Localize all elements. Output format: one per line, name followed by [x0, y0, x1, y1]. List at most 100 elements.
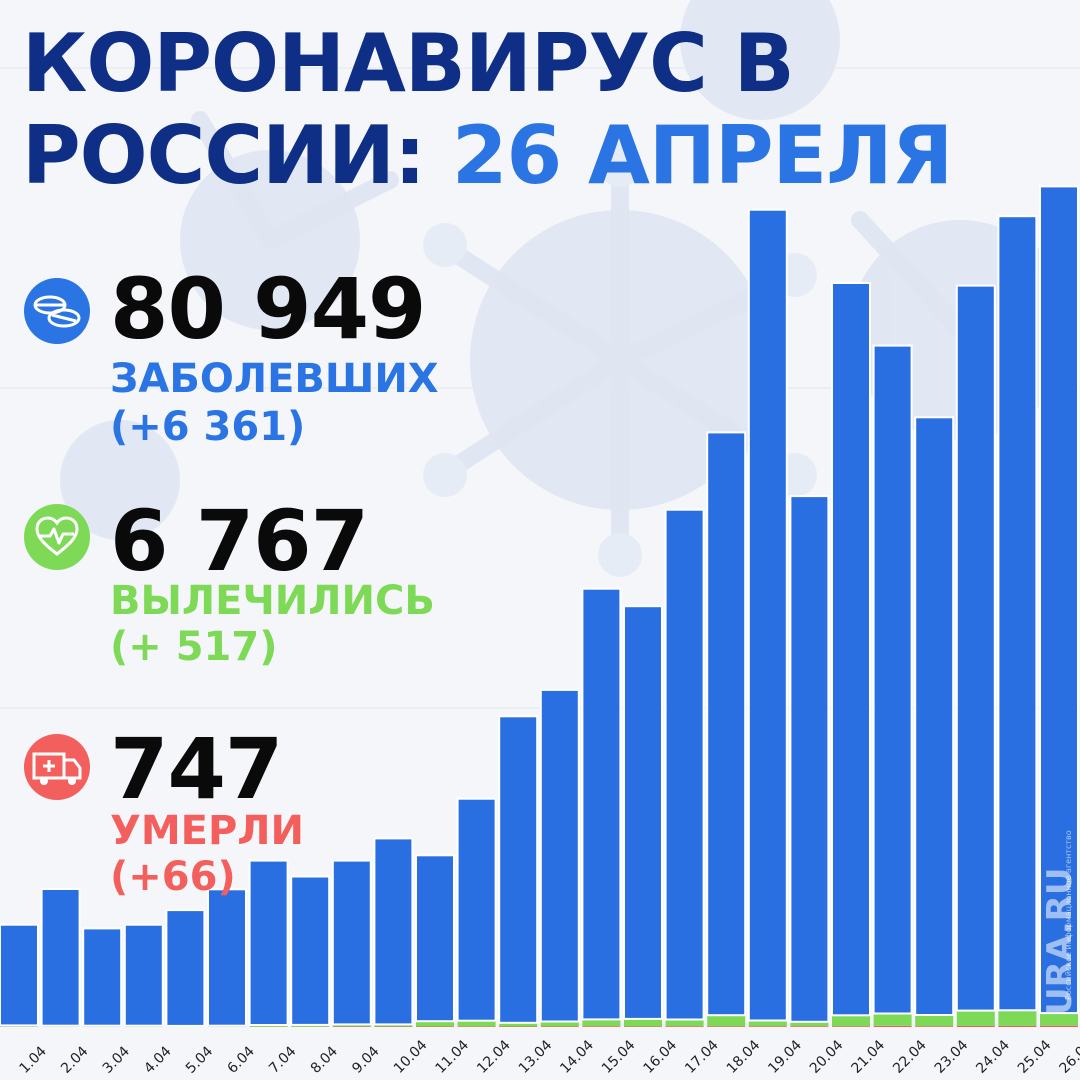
x-tick-label: 3.04	[100, 1043, 133, 1076]
x-tick-label: 24.04	[973, 1037, 1013, 1077]
x-tick-label: 18.04	[724, 1037, 764, 1077]
bar-segment	[789, 495, 830, 1023]
brand-watermark: URA.RU	[1040, 867, 1080, 1015]
bar-segment	[790, 1026, 829, 1027]
bar-segment	[707, 1015, 746, 1027]
ambulance-icon	[24, 734, 90, 800]
bar-segment	[416, 1026, 454, 1027]
title-date: 26 АПРЕЛЯ	[451, 109, 953, 202]
bar-segment	[82, 927, 123, 1027]
bar-segment	[831, 282, 871, 1017]
bar-segment	[624, 1026, 662, 1027]
bar-segment	[664, 508, 705, 1021]
bar-segment	[955, 284, 996, 1012]
bar-segment	[915, 1026, 954, 1027]
bar-segment	[498, 715, 539, 1024]
brand-watermark-subtitle: Российское информационное агентство	[1064, 830, 1073, 1000]
x-tick-label: 11.04	[433, 1037, 473, 1077]
bar-segment	[665, 1026, 704, 1027]
x-tick-label: 21.04	[849, 1037, 889, 1077]
x-tick-label: 14.04	[557, 1037, 597, 1077]
bar-segment	[207, 888, 247, 1027]
x-tick-label: 4.04	[141, 1043, 174, 1076]
x-tick-label: 9.04	[349, 1043, 382, 1076]
bar-segment	[0, 923, 39, 1027]
bar-segment	[539, 688, 580, 1023]
pills-icon	[24, 278, 90, 344]
bar-segment	[665, 1019, 704, 1027]
title-line-2-prefix: РОССИИ:	[22, 109, 452, 202]
bar-segment	[998, 1026, 1037, 1027]
bar-segment	[997, 215, 1038, 1012]
bar-segment	[747, 208, 788, 1022]
bar-segment	[582, 1019, 621, 1027]
bar-segment	[499, 1022, 538, 1027]
recovered-label: ВЫЛЕЧИЛИСЬ	[110, 578, 435, 624]
x-tick-label: 12.04	[474, 1037, 514, 1077]
bar-segment	[832, 1026, 870, 1027]
x-tick-label: 5.04	[183, 1043, 216, 1076]
x-tick-label: 20.04	[807, 1037, 847, 1077]
bar-segment	[165, 909, 206, 1027]
bar-segment	[832, 1015, 870, 1027]
deaths-number: 747	[110, 720, 283, 818]
bar-segment	[248, 859, 289, 1026]
bar-segment	[331, 859, 372, 1026]
bar-segment	[540, 1026, 579, 1027]
bar-segment	[540, 1021, 579, 1027]
bar-segment	[707, 1026, 746, 1027]
bar-segment	[499, 1026, 538, 1027]
deaths-delta: (+66)	[110, 854, 236, 900]
bar-segment	[706, 431, 747, 1017]
bar-segment	[123, 923, 164, 1027]
bar-segment	[290, 875, 331, 1026]
bar-segment	[623, 605, 663, 1020]
x-tick-label: 10.04	[391, 1037, 431, 1077]
x-tick-label: 1.04	[17, 1043, 50, 1076]
bar-segment	[373, 837, 414, 1026]
x-tick-label: 6.04	[225, 1043, 258, 1076]
page-title: КОРОНАВИРУС В РОССИИ: 26 АПРЕЛЯ	[22, 18, 953, 202]
bar-segment	[1039, 185, 1079, 1015]
x-tick-label: 15.04	[599, 1037, 639, 1077]
x-tick-label: 2.04	[58, 1043, 91, 1076]
deaths-label: УМЕРЛИ	[110, 808, 304, 854]
bar-segment	[457, 1026, 496, 1027]
bar-segment	[332, 1026, 371, 1027]
cases-number: 80 949	[110, 260, 426, 358]
bar-segment	[624, 1018, 662, 1027]
x-tick-label: 7.04	[266, 1043, 299, 1076]
x-tick-label: 25.04	[1015, 1037, 1055, 1077]
bar-segment	[748, 1026, 787, 1027]
bar-segment	[915, 1015, 954, 1027]
recovered-delta: (+ 517)	[110, 624, 278, 670]
bar-segment	[956, 1026, 995, 1027]
bar-segment	[748, 1020, 787, 1027]
bar-segment	[456, 797, 497, 1022]
x-tick-label: 8.04	[308, 1043, 341, 1076]
x-tick-label: 19.04	[765, 1037, 805, 1077]
bar-segment	[415, 854, 455, 1023]
heart-pulse-icon	[24, 504, 90, 570]
bar-segment	[956, 1010, 995, 1026]
bar-segment	[998, 1010, 1037, 1026]
bar-segment	[1040, 1013, 1078, 1026]
bar-segment	[40, 888, 81, 1027]
bar-segment	[581, 587, 622, 1021]
x-tick-label: 16.04	[641, 1037, 681, 1077]
bar-segment	[332, 1024, 371, 1027]
bar-segment	[790, 1021, 829, 1027]
bar-segment	[873, 1013, 912, 1026]
bar-segment	[582, 1026, 621, 1027]
cases-label: ЗАБОЛЕВШИХ	[110, 356, 439, 402]
bar-segment	[374, 1024, 413, 1027]
bar-segment	[872, 344, 913, 1015]
cases-delta: (+6 361)	[110, 404, 306, 450]
x-tick-label: 26.04	[1057, 1037, 1080, 1077]
bar-segment	[914, 416, 955, 1016]
x-tick-label: 22.04	[890, 1037, 930, 1077]
bar-segment	[1040, 1025, 1078, 1027]
bar-segment	[457, 1020, 496, 1027]
